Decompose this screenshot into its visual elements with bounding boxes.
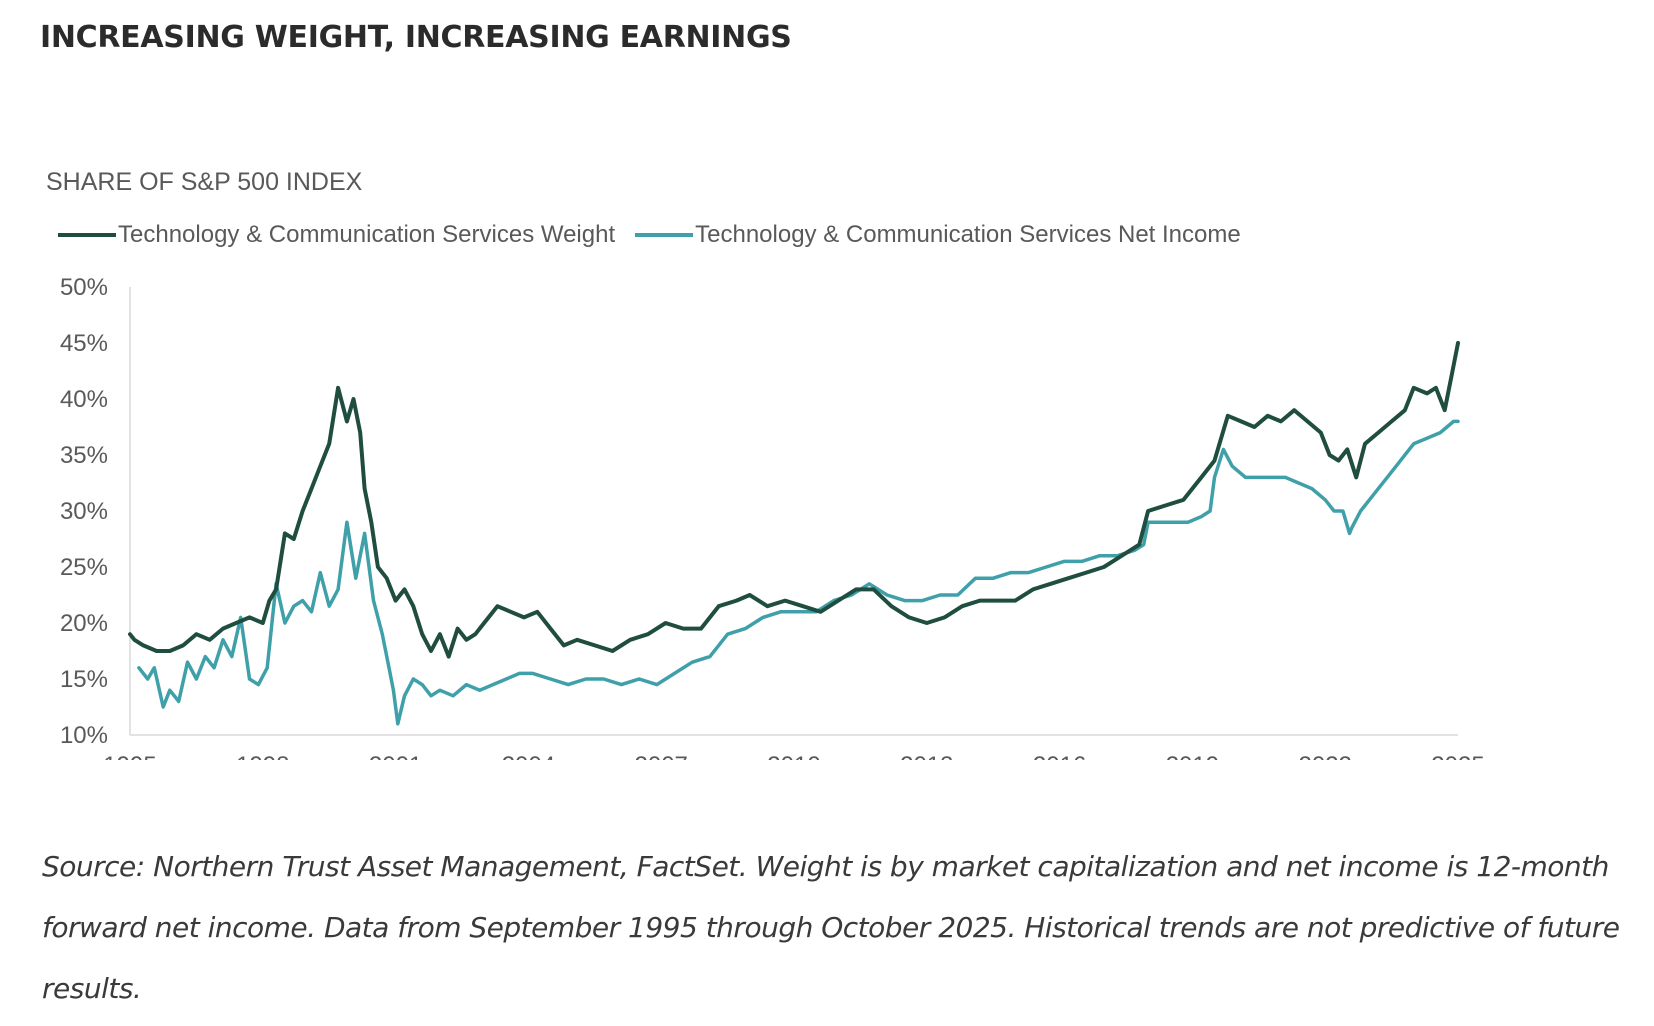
legend-item-net-income: Technology & Communication Services Net … <box>635 221 1241 249</box>
legend-swatch-net-income <box>635 233 694 237</box>
y-tick-label: 10% <box>60 722 108 749</box>
y-tick-label: 50% <box>60 274 108 301</box>
series-line-weight <box>128 341 1460 659</box>
line-chart: 10% 15% 20% 25% 30% 35% 40% 45% 50% 1995 1998 2001 2… <box>60 274 1485 760</box>
y-tick-label: 15% <box>60 666 108 693</box>
y-tick-label: 25% <box>60 554 108 581</box>
legend-swatch-weight <box>58 233 116 237</box>
y-tick-label: 40% <box>60 386 108 413</box>
series-line-net-income <box>137 419 1460 726</box>
legend-label-net-income: Technology & Communication Services Net … <box>695 221 1241 248</box>
y-tick-label: 45% <box>60 330 108 357</box>
x-tick-label: 1995 <box>103 752 156 760</box>
x-tick-label: 2022 <box>1299 752 1352 760</box>
y-tick-label: 35% <box>60 442 108 469</box>
chart-title: SHARE OF S&P 500 INDEX <box>46 168 363 196</box>
x-tick-label: 2016 <box>1033 752 1086 760</box>
y-tick-label: 20% <box>60 610 108 637</box>
x-tick-label: 2013 <box>900 752 953 760</box>
x-tick-label: 2004 <box>502 752 555 760</box>
x-tick-label: 2007 <box>635 752 688 760</box>
legend-item-weight: Technology & Communication Services Weig… <box>58 221 615 249</box>
legend-label-weight: Technology & Communication Services Weig… <box>118 221 616 248</box>
x-tick-label: 1998 <box>236 752 289 760</box>
x-tick-label: 2019 <box>1166 752 1219 760</box>
y-tick-label: 30% <box>60 498 108 525</box>
x-tick-label: 2010 <box>767 752 820 760</box>
x-tick-label: 2001 <box>369 752 422 760</box>
chart-legend: Technology & Communication Services Weig… <box>58 220 1261 250</box>
source-note: Source: Northern Trust Asset Management,… <box>42 850 1620 1005</box>
page-title: INCREASING WEIGHT, INCREASING EARNINGS <box>40 20 792 55</box>
x-tick-label: 2025 <box>1431 752 1484 760</box>
